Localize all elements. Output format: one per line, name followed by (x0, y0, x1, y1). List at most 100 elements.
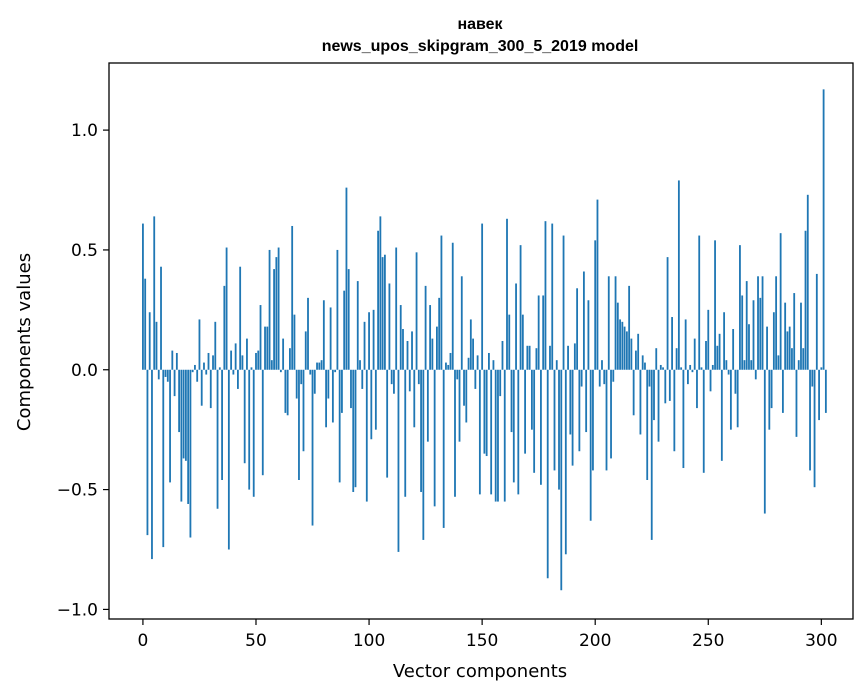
bar-166 (517, 369, 520, 495)
bar-64 (286, 369, 289, 416)
bar-50 (255, 352, 257, 370)
bar-295 (809, 369, 811, 471)
bar-288 (793, 293, 796, 370)
x-axis-label: Vector components (393, 661, 567, 682)
bar-271 (754, 369, 757, 380)
bar-72 (304, 331, 307, 370)
bar-66 (291, 225, 294, 370)
bar-105 (379, 216, 382, 370)
bar-299 (818, 369, 820, 421)
bar-55 (266, 326, 269, 370)
bar-242 (689, 364, 692, 370)
bar-157 (497, 369, 499, 502)
x-tick-label-0: 0 (138, 631, 149, 651)
bar-46 (246, 338, 248, 370)
bar-42 (237, 369, 239, 389)
bar-33 (216, 369, 219, 509)
bar-63 (284, 369, 287, 413)
bar-25 (198, 319, 201, 370)
bar-207 (610, 369, 612, 459)
x-tick-label-5: 250 (692, 631, 724, 651)
bar-11 (166, 369, 169, 382)
bar-197 (587, 300, 590, 370)
bar-296 (811, 369, 814, 387)
bar-183 (555, 360, 558, 370)
chart-title-line2: news_upos_skipgram_300_5_2019 model (322, 38, 639, 55)
y-tick-label-0: −1.0 (57, 600, 98, 620)
bar-153 (488, 352, 490, 370)
bar-270 (752, 300, 755, 370)
bar-202 (598, 369, 601, 387)
bar-69 (298, 369, 300, 480)
bar-56 (268, 249, 271, 370)
bar-53 (261, 369, 264, 476)
bar-165 (515, 283, 517, 370)
bar-212 (621, 321, 624, 370)
bar-114 (399, 305, 402, 370)
bar-116 (404, 369, 407, 497)
bar-118 (408, 369, 411, 392)
bar-262 (734, 369, 737, 394)
bar-86 (336, 249, 339, 370)
bar-216 (630, 338, 633, 370)
bar-265 (741, 295, 744, 370)
bar-76 (313, 369, 316, 394)
bar-214 (625, 331, 628, 370)
bar-250 (707, 309, 710, 370)
bar-210 (616, 302, 619, 370)
bar-168 (521, 314, 524, 370)
bar-205 (605, 369, 608, 471)
bar-182 (553, 369, 556, 471)
bar-272 (757, 276, 759, 370)
bar-162 (508, 314, 511, 370)
bar-111 (393, 369, 395, 394)
bar-37 (225, 247, 228, 370)
bar-119 (411, 331, 413, 370)
bar-223 (646, 369, 649, 480)
bar-233 (668, 369, 671, 401)
bar-125 (424, 285, 427, 370)
bar-187 (564, 369, 567, 555)
bar-110 (390, 369, 393, 385)
bar-227 (655, 348, 658, 370)
bar-48 (250, 367, 253, 370)
bar-275 (763, 369, 766, 514)
bar-234 (671, 317, 673, 370)
bar-148 (476, 355, 479, 370)
bar-103 (374, 369, 377, 430)
bar-102 (372, 309, 375, 370)
bar-229 (659, 364, 662, 370)
bar-58 (273, 269, 275, 370)
bar-31 (212, 355, 214, 370)
bar-298 (815, 273, 818, 370)
bar-60 (277, 247, 280, 370)
bar-195 (582, 271, 585, 370)
bar-169 (524, 369, 526, 454)
bar-287 (791, 348, 793, 370)
bar-47 (248, 369, 251, 490)
bar-67 (293, 314, 296, 370)
y-axis-label: Components values (14, 253, 35, 431)
bar-26 (200, 369, 203, 406)
bar-81 (325, 369, 327, 428)
bar-14 (173, 369, 176, 397)
bar-115 (402, 329, 404, 370)
bar-274 (761, 276, 764, 370)
bar-186 (562, 235, 565, 370)
bar-136 (449, 352, 452, 370)
bar-84 (331, 369, 334, 423)
bar-124 (422, 369, 425, 540)
bar-241 (687, 369, 689, 385)
bar-40 (232, 369, 235, 375)
bar-36 (223, 285, 226, 370)
bar-44 (241, 355, 244, 370)
bar-193 (578, 369, 581, 452)
bar-301 (822, 89, 825, 370)
bar-13 (171, 350, 174, 370)
bar-163 (510, 369, 513, 433)
bar-177 (542, 295, 545, 370)
bar-161 (506, 218, 508, 370)
bar-173 (533, 369, 536, 473)
bar-141 (460, 276, 463, 370)
bar-138 (454, 369, 456, 497)
